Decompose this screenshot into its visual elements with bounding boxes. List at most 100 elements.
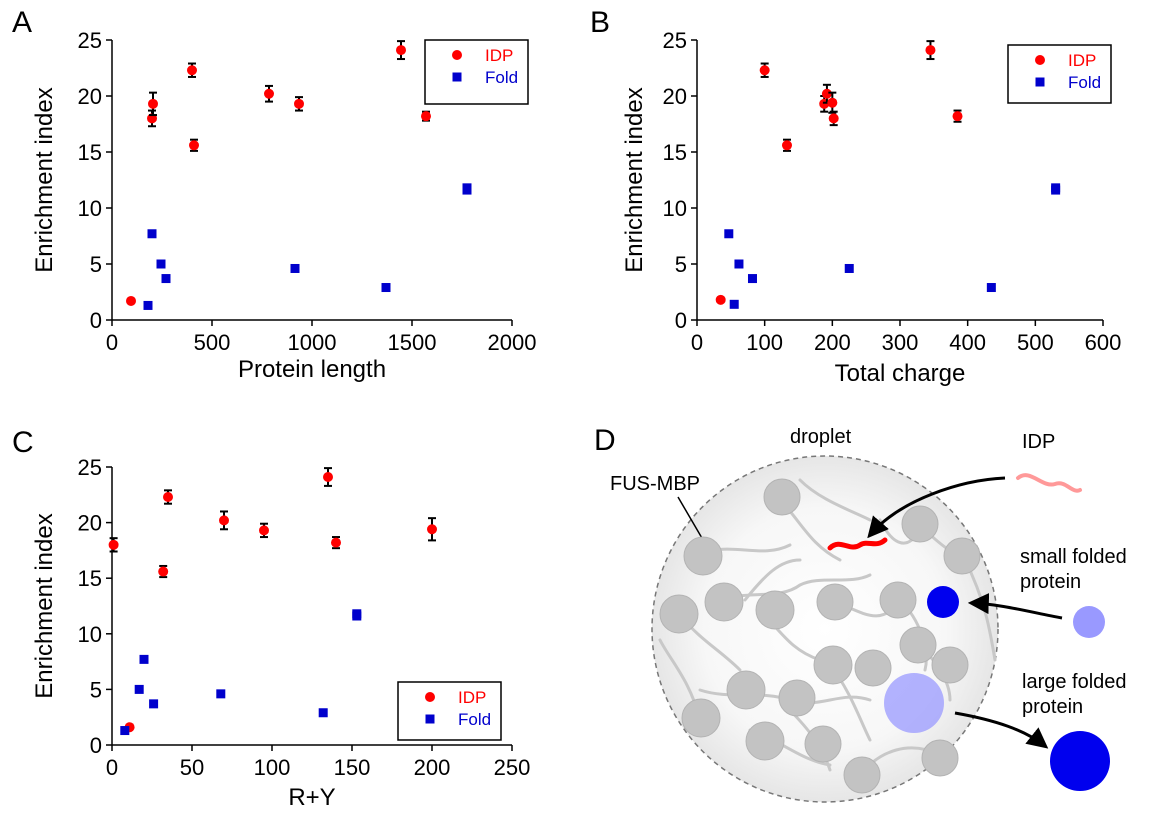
panel-a-legend-idp-label: IDP — [485, 46, 513, 65]
panel-b-fold-point — [729, 299, 739, 309]
panel-c-y-tick-label: 10 — [78, 622, 102, 647]
panel-b-idp-point — [827, 97, 838, 108]
panel-c-y-tick-label: 0 — [90, 733, 102, 758]
panel-a-legend-fold-label: Fold — [485, 68, 518, 87]
panel-d-letter: D — [594, 424, 616, 457]
panel-b-idp-point — [821, 88, 832, 99]
panel-a-idp-point — [148, 98, 158, 109]
idp-inside-droplet — [827, 537, 888, 551]
panel-b-legend: IDP Fold — [1007, 44, 1112, 104]
panel-b-fold-point — [986, 283, 996, 293]
panel-c-legend-idp-label: IDP — [458, 688, 486, 707]
panel-c-legend-fold-label: Fold — [458, 710, 491, 729]
panel-a-x-tick-label: 2000 — [488, 330, 537, 355]
panel-b-idp-point — [828, 113, 839, 124]
panel-b-idp-point — [781, 140, 792, 151]
panel-b-chart: B 0 100 200 300 400 500 600 0 5 10 15 20 25 Total cha… — [590, 6, 1121, 387]
panel-a-y-tick-label: 15 — [78, 140, 102, 165]
panel-a-fold-point — [381, 283, 391, 293]
panel-a-y-tick-label: 10 — [78, 196, 102, 221]
panel-c-idp-point — [427, 524, 437, 535]
panel-a-fold-point — [462, 183, 472, 193]
panel-a-legend: IDP Fold — [424, 39, 529, 105]
panel-c-fold-point — [352, 609, 362, 619]
panel-a-idp-point — [264, 88, 274, 99]
panel-b-y-axis-label: Enrichment index — [621, 87, 648, 272]
panel-c-x-tick-label: 50 — [180, 755, 204, 780]
panel-c-fold-point — [139, 654, 149, 664]
panel-b-legend-idp-marker — [1035, 55, 1045, 65]
large-folded-protein-inside — [884, 673, 944, 733]
panel-b-x-tick-label: 400 — [949, 330, 986, 355]
panel-b-legend-fold-label: Fold — [1068, 73, 1101, 92]
panel-b-fold-point — [844, 263, 854, 273]
panel-c-chart: C 0 50 100 150 200 250 0 5 10 15 20 25 R+Y Enrichment… — [12, 426, 530, 811]
panel-c-fold-point — [120, 726, 130, 736]
panel-c-idp-point — [331, 537, 341, 548]
panel-b-letter: B — [590, 6, 610, 39]
panel-a-idp-point — [421, 111, 431, 122]
panel-b-y-tick-label: 10 — [663, 196, 687, 221]
panel-a-idp-point — [126, 295, 136, 306]
panel-a-idp-point — [187, 65, 197, 76]
panel-c-legend: IDP Fold — [397, 681, 502, 741]
panel-c-idp-point — [259, 525, 269, 536]
panel-a-legend-idp-marker — [452, 50, 462, 60]
panel-b-x-tick-label: 100 — [746, 330, 783, 355]
panel-b-y-tick-label: 25 — [663, 28, 687, 53]
panel-b-y-tick-label: 20 — [663, 84, 687, 109]
panel-b-x-tick-label: 200 — [814, 330, 851, 355]
fus-mbp-globules — [659, 478, 981, 794]
panel-b-idp-point — [759, 65, 770, 76]
panel-c-x-tick-label: 0 — [106, 755, 118, 780]
panel-a-x-tick-label: 500 — [194, 330, 231, 355]
panel-c-x-tick-label: 250 — [494, 755, 531, 780]
panel-c-x-tick-label: 200 — [414, 755, 451, 780]
large-folded-protein-outside — [1050, 731, 1110, 791]
droplet-label: droplet — [790, 426, 852, 448]
panel-c-y-axis-label: Enrichment index — [31, 513, 58, 698]
panel-a-fold-point — [147, 229, 157, 239]
panel-c-y-tick-label: 15 — [78, 566, 102, 591]
panel-c-y-tick-label: 20 — [78, 511, 102, 536]
panel-b-fold-point — [734, 259, 744, 269]
panel-c-idp-point — [158, 566, 169, 577]
panel-a-x-tick-label: 1500 — [388, 330, 437, 355]
panel-b-x-tick-label: 300 — [882, 330, 919, 355]
large-folded-label-line2: protein — [1022, 696, 1083, 718]
panel-c-letter: C — [12, 426, 34, 459]
panel-c-idp-point — [163, 492, 173, 503]
panel-a-fold-point — [290, 263, 300, 273]
panel-b-fold-point — [724, 229, 734, 239]
small-folded-entry-arrow — [967, 593, 1063, 620]
panel-a-y-tick-label: 20 — [78, 84, 102, 109]
panel-a-chart: A 0 500 1000 1500 2000 0 5 10 15 20 25 Protein leng… — [12, 6, 536, 383]
panel-b-legend-idp-label: IDP — [1068, 51, 1096, 70]
panel-c-legend-idp-marker — [425, 692, 435, 702]
small-folded-protein-inside — [927, 586, 959, 618]
small-folded-label-line1: small folded — [1020, 546, 1127, 568]
panel-a-fold-point — [156, 259, 166, 269]
panel-c-x-tick-label: 100 — [254, 755, 291, 780]
panel-b-x-tick-label: 0 — [691, 330, 703, 355]
panel-b-y-tick-label: 0 — [675, 308, 687, 333]
panel-c-fold-point — [149, 699, 159, 709]
idp-entry-arrow — [867, 476, 1006, 539]
panel-b-y-tick-label: 5 — [675, 252, 687, 277]
panel-d-schematic: D droplet FUS-MBP — [594, 424, 1127, 803]
panel-c-fold-point — [216, 689, 226, 699]
panel-a-y-tick-label: 5 — [90, 252, 102, 277]
panel-a-legend-fold-marker — [452, 72, 462, 82]
panel-b-idp-point — [925, 45, 936, 56]
panel-c-legend-fold-marker — [425, 714, 435, 724]
panel-b-idp-point — [952, 111, 963, 122]
panel-b-fold-point — [1051, 183, 1061, 193]
panel-a-idp-point — [294, 98, 304, 109]
panel-a-y-axis-label: Enrichment index — [31, 87, 58, 272]
panel-c-x-axis-label: R+Y — [288, 784, 335, 811]
panel-a-x-axis-label: Protein length — [238, 356, 386, 383]
panel-a-idp-point — [396, 45, 406, 56]
panel-c-idp-point — [108, 539, 119, 550]
panel-c-fold-point — [134, 684, 144, 694]
